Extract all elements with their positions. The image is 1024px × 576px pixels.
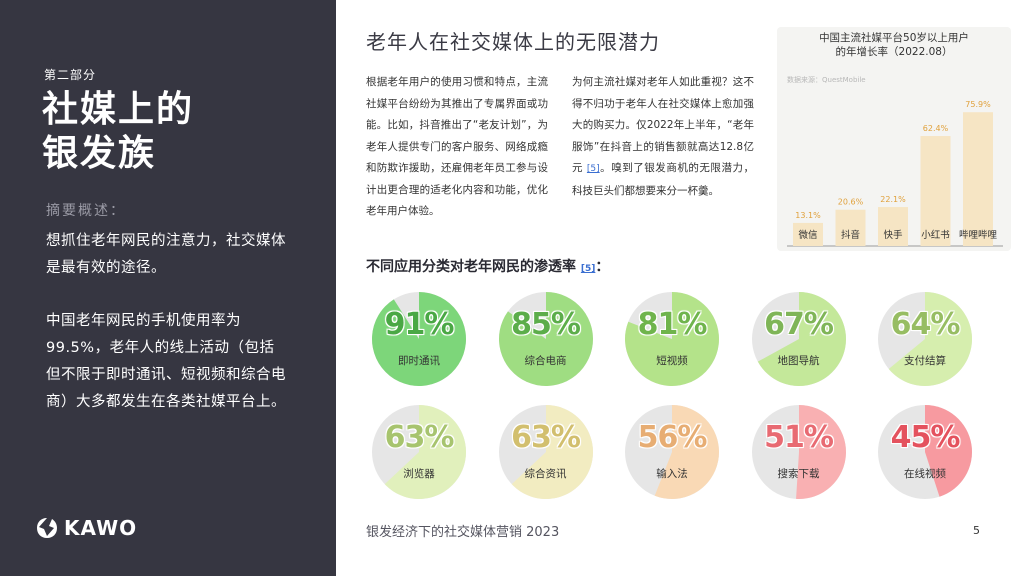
summary-text-1: 想抓住老年网民的注意力，社交媒体是最有效的途径。: [46, 233, 286, 276]
pie-7: 56% 输入法: [624, 404, 720, 500]
category-label-2: 快手: [883, 230, 903, 241]
pie-percent-8: 51%: [764, 420, 834, 455]
pie-slice-7: [654, 405, 719, 499]
pie-label-2: 短视频: [656, 355, 688, 367]
pie-slice-9: [925, 405, 972, 497]
kawo-logo-icon: [37, 518, 57, 538]
pie-percent-6: 63%: [511, 420, 581, 455]
bar-3: [920, 136, 951, 246]
pie-slice-2: [625, 292, 719, 386]
pie-slice-5: [384, 405, 466, 499]
pie-6: 63% 综合资讯: [498, 404, 594, 500]
pie-slice-3: [757, 292, 846, 386]
pie-5: 63% 浏览器: [371, 404, 467, 500]
pie-chart-5: [372, 405, 466, 499]
brand: KAWO: [36, 516, 137, 540]
pie-1: 85% 综合电商: [498, 291, 594, 387]
footer-title: 银发经济下的社交媒体营销 2023: [366, 525, 560, 540]
bar-4: [963, 112, 993, 246]
category-label-3: 小红书: [921, 230, 950, 241]
pie-label-0: 即时通讯: [398, 355, 440, 367]
section-title-line-1: 社媒上的: [42, 89, 195, 130]
pie-3: 67% 地图导航: [751, 291, 847, 387]
pie-chart-6: [498, 405, 593, 499]
brand-name: KAWO: [64, 516, 138, 540]
sidebar: 第二部分 社媒上的 银发族 摘要概述： 想抓住老年网民的注意力，社交媒体是最有效…: [0, 0, 336, 576]
pie-slice-6: [511, 405, 593, 499]
paragraph-2-text-a: 为何主流社媒对老年人如此重视？这不得不归功于老年人在社交媒体上愈加强大的购买力。…: [572, 76, 754, 174]
section-title-line-2: 银发族: [42, 133, 157, 174]
category-label-0: 微信: [798, 230, 818, 241]
sub-heading-suffix: ：: [595, 259, 610, 275]
bar-2: [878, 207, 908, 246]
chart-title-line-2: 的年增长率（2022.08）: [835, 46, 953, 58]
category-label-4: 哔哩哔哩: [958, 230, 997, 241]
pie-label-4: 支付结算: [904, 355, 946, 367]
growth-chart-card: 中国主流社媒平台50岁以上用户 的年增长率（2022.08） 数据来源：Ques…: [777, 27, 1011, 251]
bar-0: [793, 222, 823, 246]
pie-4: 64% 支付结算: [877, 291, 973, 387]
pie-label-7: 输入法: [656, 468, 688, 480]
bar-value-label-4: 75.9%: [965, 100, 991, 109]
paragraph-1: 根据老年用户的使用习惯和特点，主流社媒平台纷纷为其推出了专属界面或功能。比如，抖…: [366, 76, 548, 217]
bar-value-label-3: 62.4%: [923, 124, 949, 133]
pie-label-8: 搜索下载: [777, 468, 820, 480]
summary-label: 摘要概述：: [46, 203, 126, 219]
growth-bar-chart: 13.1% 20.6% 22.1% 62.4% 75.9%: [787, 100, 1003, 247]
pie-percent-9: 45%: [890, 420, 961, 455]
pie-percent-5: 63%: [384, 420, 455, 455]
pie-percent-0: 91%: [384, 307, 455, 342]
sub-heading-text: 不同应用分类对老年网民的渗透率: [366, 259, 576, 275]
pie-chart-4: [878, 292, 972, 386]
sub-heading: 不同应用分类对老年网民的渗透率 [5]：: [366, 256, 609, 276]
pie-9: 45% 在线视频: [877, 404, 973, 500]
pie-chart-9: [878, 405, 972, 499]
pie-chart-2: [625, 292, 719, 386]
pie-slice-1: [498, 292, 593, 386]
pie-percent-1: 85%: [511, 307, 581, 342]
reference-link-5b[interactable]: [5]: [580, 264, 596, 274]
bar-1: [835, 209, 866, 246]
pie-label-3: 地图导航: [777, 355, 820, 367]
pie-percent-3: 67%: [764, 307, 834, 342]
section-label: 第二部分: [44, 68, 97, 82]
pie-percent-2: 81%: [637, 307, 708, 342]
reference-link-5[interactable]: [5]: [586, 164, 600, 174]
pie-label-1: 综合电商: [524, 355, 567, 367]
chart-watermark: 数据来源：QuestMobile: [787, 76, 866, 84]
category-label-1: 抖音: [840, 230, 860, 241]
pie-slice-0: [372, 292, 466, 386]
pie-slice-4: [888, 292, 972, 386]
pie-percent-4: 64%: [890, 307, 961, 342]
pie-chart-1: [498, 292, 593, 386]
bar-value-label-0: 13.1%: [795, 211, 821, 220]
section-title: 社媒上的 银发族: [42, 88, 322, 176]
chart-title-line-1: 中国主流社媒平台50岁以上用户: [819, 32, 969, 44]
pie-8: 51% 搜索下载: [751, 404, 847, 500]
summary-text-2: 中国老年网民的手机使用率为99.5%，老年人的线上活动（包括但不限于即时通讯、短…: [46, 313, 286, 410]
paragraph-2-text-b: 。嗅到了银发商机的无限潜力，科技巨头们都想要来分一杯羹。: [572, 162, 755, 197]
pie-slice-8: [795, 405, 846, 499]
page-heading: 老年人在社交媒体上的无限潜力: [366, 30, 660, 54]
page-number: 5: [973, 524, 980, 537]
pie-label-6: 综合资讯: [524, 468, 567, 480]
pie-percent-7: 56%: [637, 420, 708, 455]
pie-0: 91% 即时通讯: [371, 291, 467, 387]
pie-chart-8: [751, 405, 846, 499]
pie-label-9: 在线视频: [904, 468, 946, 480]
pie-chart-3: [751, 292, 846, 386]
pie-label-5: 浏览器: [403, 468, 435, 480]
bar-value-label-2: 22.1%: [880, 195, 906, 204]
paragraph-2: 为何主流社媒对老年人如此重视？这不得不归功于老年人在社交媒体上愈加强大的购买力。…: [572, 72, 754, 202]
chart-title: 中国主流社媒平台50岁以上用户 的年增长率（2022.08）: [777, 31, 1011, 59]
pie-chart-7: [625, 405, 719, 499]
pie-2: 81% 短视频: [624, 291, 720, 387]
bar-value-label-1: 20.6%: [838, 198, 864, 207]
pie-chart-0: [372, 292, 466, 386]
